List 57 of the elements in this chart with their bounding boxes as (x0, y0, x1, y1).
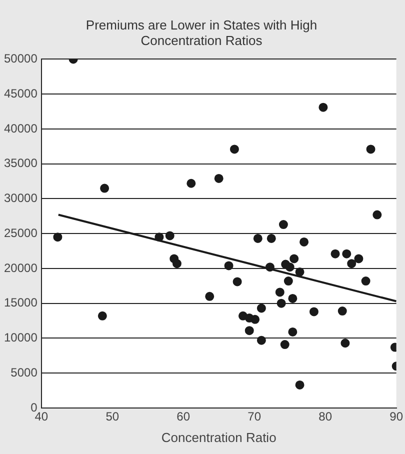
point (256, 336, 266, 345)
x-tick-label: 50 (106, 410, 120, 424)
point (318, 102, 328, 112)
point (366, 144, 376, 154)
x-tick-label: 80 (318, 410, 332, 424)
y-tick-label: 30000 (4, 191, 38, 206)
y-tick-label: 10000 (4, 330, 38, 345)
y-tick-label: 15000 (4, 296, 38, 310)
point (253, 234, 262, 243)
point (165, 231, 174, 240)
point (232, 277, 242, 286)
point (309, 307, 318, 316)
y-tick-label: 5000 (10, 365, 38, 380)
point (205, 292, 214, 301)
point (338, 306, 347, 316)
point (256, 304, 266, 313)
point (330, 249, 340, 258)
point (280, 340, 290, 350)
point (340, 338, 350, 348)
y-tick-label: 25000 (4, 226, 38, 240)
point (288, 294, 298, 303)
y-tick-label: 20000 (4, 260, 38, 275)
point (295, 267, 304, 276)
point (295, 380, 304, 390)
point (53, 232, 62, 242)
point (100, 184, 110, 193)
x-tick-label: 70 (248, 410, 262, 424)
point (266, 234, 276, 243)
point (250, 314, 260, 324)
point (290, 254, 299, 264)
point (354, 254, 364, 264)
x-tick-label: 60 (176, 410, 190, 424)
point (230, 144, 239, 154)
point (342, 249, 352, 258)
point (186, 178, 196, 188)
point (275, 288, 284, 297)
x-axis-title: Concentration Ratio (161, 430, 276, 445)
point (214, 174, 224, 183)
point (284, 276, 293, 286)
y-tick-label: 50000 (4, 52, 38, 66)
point (288, 327, 298, 336)
point (300, 237, 309, 246)
point (278, 220, 288, 230)
point (372, 210, 382, 220)
y-tick-label: 45000 (4, 86, 38, 100)
point (347, 259, 356, 268)
point (224, 261, 234, 270)
point (285, 262, 294, 272)
point (172, 259, 182, 268)
x-tick-label: 90 (390, 410, 404, 424)
point (244, 326, 254, 336)
y-tick-label: 35000 (4, 156, 38, 170)
point (98, 311, 107, 320)
point (361, 276, 370, 286)
chart-title: Premiums are Lower in States with High Concentration Ratios (86, 17, 318, 48)
y-tick-label: 40000 (4, 121, 38, 136)
point (276, 298, 286, 308)
